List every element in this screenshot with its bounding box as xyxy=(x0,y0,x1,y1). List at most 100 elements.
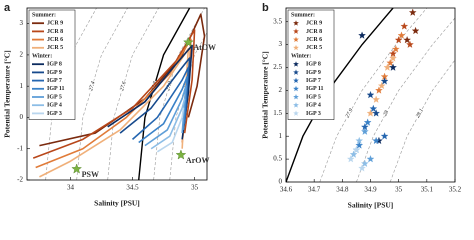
x-tick-label: 34.8 xyxy=(336,186,349,194)
star-point xyxy=(403,36,411,44)
profile-line xyxy=(144,85,187,147)
legend-label: JCR 6 xyxy=(47,37,63,43)
legend-group-title: Summer: xyxy=(32,12,56,18)
y-tick-label: 0 xyxy=(20,113,24,121)
star-point xyxy=(372,136,380,145)
legend-label: JCR 5 xyxy=(306,45,322,51)
water-mass-marker xyxy=(183,36,194,47)
y-tick-label: 3.5 xyxy=(273,17,282,25)
star-point xyxy=(380,132,389,140)
legend-swatch xyxy=(293,28,299,34)
x-tick-label: 34.7 xyxy=(308,186,321,194)
star-point xyxy=(361,127,369,135)
isopycnal xyxy=(107,8,159,180)
star-point xyxy=(346,155,355,163)
star-point xyxy=(411,26,420,35)
star-point xyxy=(377,81,386,90)
water-mass-marker xyxy=(175,149,187,160)
star-point xyxy=(355,136,364,145)
star-point xyxy=(369,104,378,112)
x-tick-label: 35 xyxy=(395,186,403,194)
x-axis-label: Salinity [PSU] xyxy=(348,201,394,210)
legend-swatch xyxy=(293,44,299,51)
legend-swatch xyxy=(293,69,299,75)
legend-label: IGP 9 xyxy=(47,70,62,76)
legend-label: IGP 3 xyxy=(306,111,321,117)
star-point xyxy=(372,109,380,117)
isopycnal xyxy=(76,8,128,180)
legend-label: IGP 7 xyxy=(306,78,321,84)
star-point xyxy=(355,141,364,149)
star-point xyxy=(389,63,397,71)
x-axis-label: Salinity [PSU] xyxy=(94,199,140,208)
legend-label: IGP 4 xyxy=(47,103,62,109)
x-tick-label: 35 xyxy=(191,184,199,192)
star-point xyxy=(389,54,397,62)
legend-swatch xyxy=(293,77,299,84)
y-tick-label: 2.5 xyxy=(273,63,282,71)
water-mass-label: PSW xyxy=(82,170,99,179)
plot-frame xyxy=(26,7,208,181)
y-tick-label: 1 xyxy=(20,82,24,90)
legend-label: IGP 4 xyxy=(306,103,321,109)
y-tick-label: -1 xyxy=(17,144,23,152)
x-tick-label: 34.5 xyxy=(126,184,139,192)
star-point xyxy=(408,8,417,16)
panel-label: a xyxy=(4,2,11,14)
isopycnal-label: 27.9 xyxy=(345,108,355,120)
legend-label: JCR 9 xyxy=(306,21,322,27)
x-tick-label: 34.6 xyxy=(280,186,293,194)
legend-group-title: Winter: xyxy=(32,53,52,59)
y-axis-label: Potential Temperature [°C] xyxy=(3,50,12,137)
legend-swatch xyxy=(293,94,299,100)
legend-label: IGP 11 xyxy=(47,86,65,92)
legend-label: IGP 7 xyxy=(47,78,62,84)
star-point xyxy=(375,86,383,94)
isopycnal xyxy=(153,8,205,180)
legend-group-title: Summer: xyxy=(291,12,315,18)
isopycnal xyxy=(389,59,455,182)
legend-label: IGP 11 xyxy=(306,86,324,92)
water-mass-label: ArOW xyxy=(186,156,210,165)
x-tick-label: 34.9 xyxy=(364,186,377,194)
figure: 27.227.427.627.827.928a3434.535-2-10123S… xyxy=(3,2,462,210)
star-point xyxy=(361,159,369,167)
star-point xyxy=(358,164,366,172)
legend-label: IGP 3 xyxy=(47,111,62,117)
star-point xyxy=(392,45,400,53)
x-tick-label: 35.2 xyxy=(449,186,462,194)
star-point xyxy=(394,36,403,44)
legend-label: IGP 5 xyxy=(47,94,62,100)
star-point xyxy=(380,77,389,85)
y-tick-label: 0.5 xyxy=(273,155,282,163)
plot-area: 27.227.427.627.827.928 xyxy=(32,8,207,180)
isopycnal-label: 27.6 xyxy=(119,81,128,92)
isopycnal xyxy=(319,8,428,182)
isopycnal-label: 27.8 xyxy=(150,81,159,92)
star-point xyxy=(349,150,358,158)
water-mass-label: AtOW xyxy=(193,43,216,52)
star-point xyxy=(386,58,395,67)
x-tick-label: 35.1 xyxy=(421,186,434,194)
profile-line xyxy=(156,107,185,153)
y-axis-label: Potential Temperature [°C] xyxy=(261,51,270,138)
star-point xyxy=(406,40,414,48)
isopycnal xyxy=(138,8,191,180)
star-point xyxy=(372,95,380,103)
isopycnal-label: 28 xyxy=(382,109,390,117)
star-point xyxy=(352,145,361,154)
y-tick-label: -2 xyxy=(17,176,23,184)
y-tick-label: 3 xyxy=(279,40,283,48)
legend-label: JCR 8 xyxy=(306,29,322,35)
legend-label: IGP 8 xyxy=(47,62,62,68)
isopycnal-label: 27.4 xyxy=(87,80,97,91)
profile-line xyxy=(150,98,186,150)
legend-swatch xyxy=(293,110,299,116)
legend-label: JCR 5 xyxy=(47,45,63,51)
legend-label: JCR 6 xyxy=(306,37,322,43)
isopycnal-label: 27.9 xyxy=(165,81,174,92)
x-tick-label: 34 xyxy=(67,184,75,192)
plot-frame xyxy=(285,7,456,183)
profile-line xyxy=(32,29,196,159)
legend-swatch xyxy=(293,85,299,92)
